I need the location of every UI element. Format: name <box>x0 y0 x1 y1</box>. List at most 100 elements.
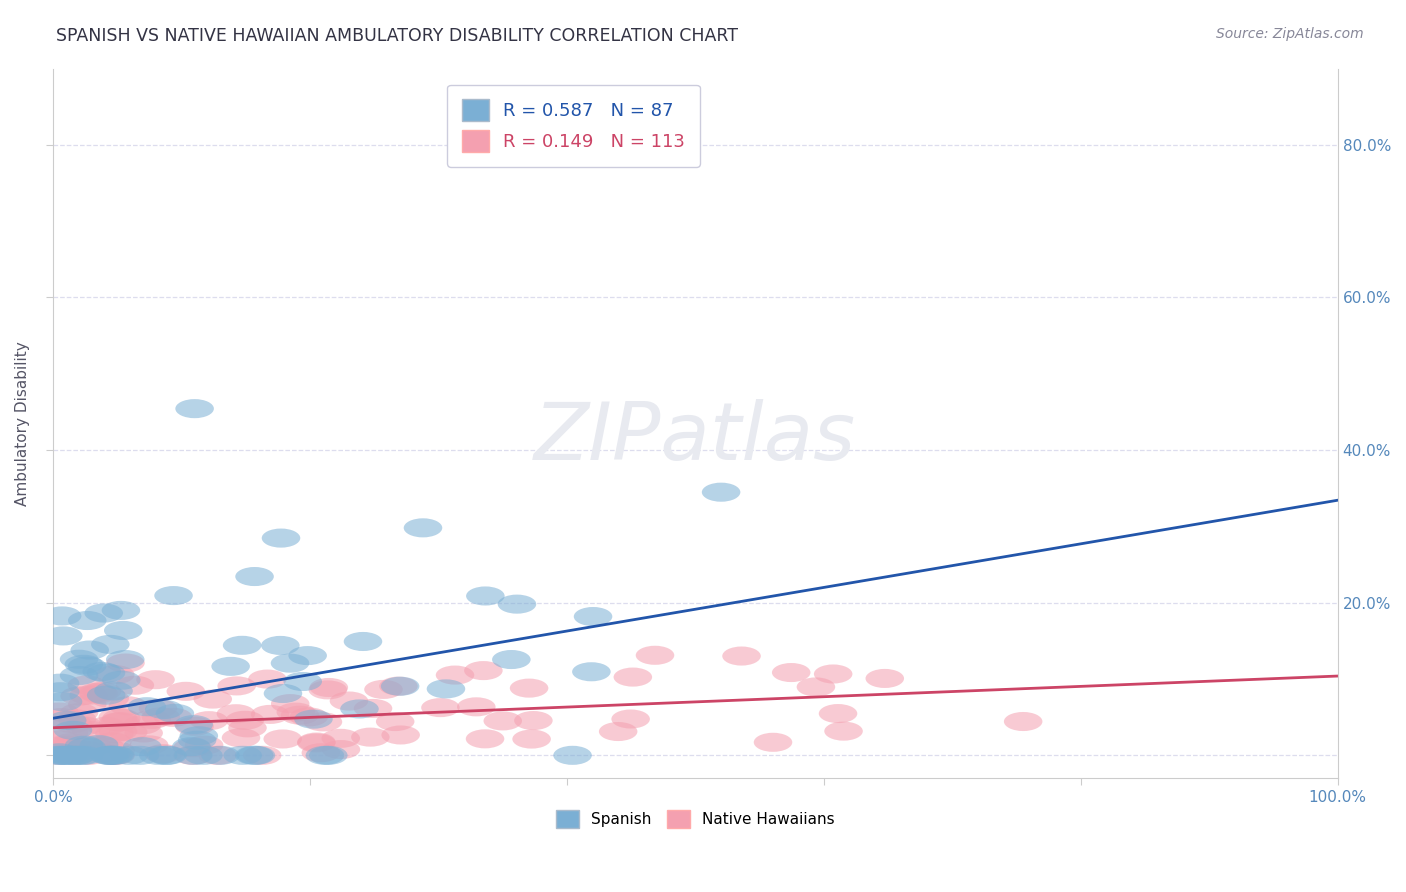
Ellipse shape <box>236 746 276 764</box>
Y-axis label: Ambulatory Disability: Ambulatory Disability <box>15 341 30 506</box>
Ellipse shape <box>93 732 132 751</box>
Ellipse shape <box>124 723 163 742</box>
Ellipse shape <box>52 746 91 764</box>
Ellipse shape <box>354 699 392 718</box>
Ellipse shape <box>39 746 79 764</box>
Ellipse shape <box>554 746 592 764</box>
Ellipse shape <box>70 640 110 659</box>
Ellipse shape <box>184 736 224 755</box>
Ellipse shape <box>86 717 125 736</box>
Ellipse shape <box>297 733 336 753</box>
Ellipse shape <box>322 740 360 759</box>
Ellipse shape <box>866 669 904 688</box>
Ellipse shape <box>176 717 214 736</box>
Ellipse shape <box>305 746 344 764</box>
Ellipse shape <box>194 690 232 708</box>
Ellipse shape <box>277 703 315 722</box>
Ellipse shape <box>97 746 135 764</box>
Ellipse shape <box>48 711 87 730</box>
Ellipse shape <box>39 743 79 763</box>
Ellipse shape <box>322 729 360 747</box>
Ellipse shape <box>87 686 125 705</box>
Ellipse shape <box>53 721 93 739</box>
Ellipse shape <box>249 670 287 689</box>
Ellipse shape <box>107 654 145 673</box>
Ellipse shape <box>101 601 141 620</box>
Ellipse shape <box>97 741 135 760</box>
Ellipse shape <box>172 737 211 756</box>
Ellipse shape <box>250 705 290 724</box>
Ellipse shape <box>79 682 117 702</box>
Ellipse shape <box>467 586 505 606</box>
Ellipse shape <box>45 746 84 764</box>
Ellipse shape <box>180 726 218 746</box>
Ellipse shape <box>824 722 863 740</box>
Ellipse shape <box>173 746 212 764</box>
Ellipse shape <box>222 728 260 747</box>
Ellipse shape <box>174 746 212 764</box>
Ellipse shape <box>309 746 347 764</box>
Ellipse shape <box>94 746 132 764</box>
Ellipse shape <box>49 723 89 742</box>
Ellipse shape <box>574 607 613 626</box>
Ellipse shape <box>174 715 212 734</box>
Ellipse shape <box>754 732 793 752</box>
Ellipse shape <box>72 735 111 754</box>
Ellipse shape <box>67 657 107 676</box>
Ellipse shape <box>177 731 217 750</box>
Ellipse shape <box>90 689 129 708</box>
Ellipse shape <box>235 567 274 586</box>
Ellipse shape <box>90 746 128 764</box>
Ellipse shape <box>53 714 91 733</box>
Text: SPANISH VS NATIVE HAWAIIAN AMBULATORY DISABILITY CORRELATION CHART: SPANISH VS NATIVE HAWAIIAN AMBULATORY DI… <box>56 27 738 45</box>
Ellipse shape <box>86 737 124 756</box>
Ellipse shape <box>484 711 522 731</box>
Ellipse shape <box>44 626 83 646</box>
Ellipse shape <box>404 518 443 537</box>
Ellipse shape <box>98 722 138 741</box>
Ellipse shape <box>166 681 205 701</box>
Ellipse shape <box>60 703 98 723</box>
Ellipse shape <box>572 662 610 681</box>
Ellipse shape <box>101 712 139 731</box>
Ellipse shape <box>41 682 80 701</box>
Ellipse shape <box>104 621 142 640</box>
Ellipse shape <box>381 677 419 696</box>
Ellipse shape <box>512 730 551 748</box>
Ellipse shape <box>115 676 155 695</box>
Ellipse shape <box>436 665 474 685</box>
Ellipse shape <box>352 728 389 747</box>
Ellipse shape <box>224 746 262 764</box>
Ellipse shape <box>65 655 103 673</box>
Ellipse shape <box>235 746 274 764</box>
Ellipse shape <box>465 730 505 748</box>
Ellipse shape <box>309 678 349 697</box>
Ellipse shape <box>80 735 118 755</box>
Ellipse shape <box>176 399 214 418</box>
Ellipse shape <box>464 661 503 680</box>
Ellipse shape <box>457 698 495 716</box>
Ellipse shape <box>146 746 186 764</box>
Ellipse shape <box>65 716 103 736</box>
Ellipse shape <box>60 666 98 685</box>
Ellipse shape <box>108 723 148 741</box>
Ellipse shape <box>90 746 128 764</box>
Ellipse shape <box>198 746 236 764</box>
Ellipse shape <box>103 671 141 690</box>
Ellipse shape <box>103 709 141 728</box>
Ellipse shape <box>84 604 124 623</box>
Ellipse shape <box>271 694 309 714</box>
Legend: Spanish, Native Hawaiians: Spanish, Native Hawaiians <box>550 804 841 834</box>
Ellipse shape <box>100 713 138 731</box>
Ellipse shape <box>70 746 108 764</box>
Ellipse shape <box>515 711 553 730</box>
Ellipse shape <box>190 711 228 731</box>
Ellipse shape <box>94 681 132 700</box>
Ellipse shape <box>96 746 134 764</box>
Ellipse shape <box>67 738 105 756</box>
Ellipse shape <box>510 679 548 698</box>
Ellipse shape <box>58 709 96 729</box>
Ellipse shape <box>340 699 378 718</box>
Ellipse shape <box>139 698 177 718</box>
Ellipse shape <box>217 704 256 723</box>
